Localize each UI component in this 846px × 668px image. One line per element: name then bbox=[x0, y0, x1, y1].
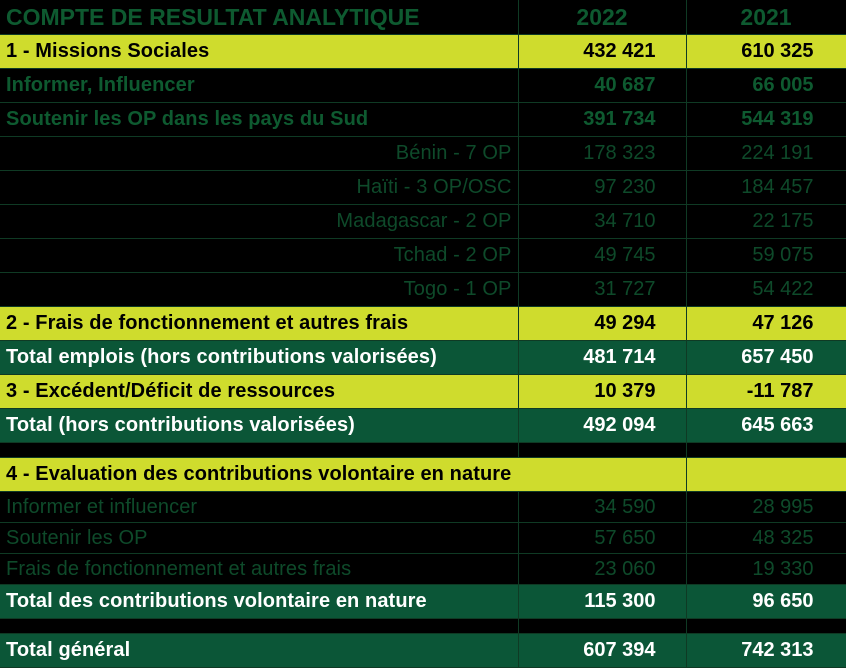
spacer-row bbox=[0, 618, 846, 634]
table-row-soutenir-op: Soutenir les OP 57 650 48 325 bbox=[0, 522, 846, 554]
value-2022: 49 294 bbox=[518, 306, 687, 341]
value-2021: 544 319 bbox=[686, 102, 846, 137]
table-row-excedent: 3 - Excédent/Déficit de ressources 10 37… bbox=[0, 374, 846, 409]
table-row-tchad: Tchad - 2 OP 49 745 59 075 bbox=[0, 238, 846, 273]
value-2022: 10 379 bbox=[518, 374, 687, 409]
value-2022: 115 300 bbox=[518, 584, 687, 619]
table-row-total-contributions: Total des contributions volontaire en na… bbox=[0, 584, 846, 619]
value-2021: 54 422 bbox=[686, 272, 846, 307]
table-row-frais: 2 - Frais de fonctionnement et autres fr… bbox=[0, 306, 846, 341]
value-2021: 59 075 bbox=[686, 238, 846, 273]
row-label: Total général bbox=[0, 633, 519, 668]
value-2022: 31 727 bbox=[518, 272, 687, 307]
header-row: COMPTE DE RESULTAT ANALYTIQUE 2022 2021 bbox=[0, 0, 846, 35]
spacer-row bbox=[0, 442, 846, 458]
value-2022: 34 710 bbox=[518, 204, 687, 239]
value-2022: 34 590 bbox=[518, 491, 687, 523]
value-2022: 481 714 bbox=[518, 340, 687, 375]
row-label: Informer, Influencer bbox=[0, 68, 519, 103]
value-2021: 657 450 bbox=[686, 340, 846, 375]
value-2021: 224 191 bbox=[686, 136, 846, 171]
table-row-haiti: Haïti - 3 OP/OSC 97 230 184 457 bbox=[0, 170, 846, 205]
value-2022: 49 745 bbox=[518, 238, 687, 273]
value-2022: 57 650 bbox=[518, 522, 687, 554]
table-row-frais-fonctionnement: Frais de fonctionnement et autres frais … bbox=[0, 553, 846, 585]
value-2021: 19 330 bbox=[686, 553, 846, 585]
table-row-informer: Informer, Influencer 40 687 66 005 bbox=[0, 68, 846, 103]
value-2022: 23 060 bbox=[518, 553, 687, 585]
table-row-benin: Bénin - 7 OP 178 323 224 191 bbox=[0, 136, 846, 171]
value-2022: 178 323 bbox=[518, 136, 687, 171]
row-label: Total (hors contributions valorisées) bbox=[0, 408, 519, 443]
row-label: Tchad - 2 OP bbox=[0, 238, 519, 273]
value-2021: 28 995 bbox=[686, 491, 846, 523]
value-2022: 607 394 bbox=[518, 633, 687, 668]
row-label: 2 - Frais de fonctionnement et autres fr… bbox=[0, 306, 519, 341]
year-2022-header: 2022 bbox=[518, 0, 687, 35]
table-row-soutenir: Soutenir les OP dans les pays du Sud 391… bbox=[0, 102, 846, 137]
table-row-missions-sociales: 1 - Missions Sociales 432 421 610 325 bbox=[0, 34, 846, 69]
row-label: Total des contributions volontaire en na… bbox=[0, 584, 519, 619]
value-2021: 645 663 bbox=[686, 408, 846, 443]
table-row-total: Total (hors contributions valorisées) 49… bbox=[0, 408, 846, 443]
table-row-madagascar: Madagascar - 2 OP 34 710 22 175 bbox=[0, 204, 846, 239]
value-2022: 432 421 bbox=[518, 34, 687, 69]
row-label: Soutenir les OP dans les pays du Sud bbox=[0, 102, 519, 137]
value-2021: 184 457 bbox=[686, 170, 846, 205]
value-2021: 66 005 bbox=[686, 68, 846, 103]
row-label: 4 - Evaluation des contributions volonta… bbox=[0, 457, 687, 492]
value-2022: 97 230 bbox=[518, 170, 687, 205]
value-2021: 96 650 bbox=[686, 584, 846, 619]
value-2021: 610 325 bbox=[686, 34, 846, 69]
row-label: Bénin - 7 OP bbox=[0, 136, 519, 171]
row-label: Haïti - 3 OP/OSC bbox=[0, 170, 519, 205]
value-2022: 40 687 bbox=[518, 68, 687, 103]
row-label: Madagascar - 2 OP bbox=[0, 204, 519, 239]
table-row-total-general: Total général 607 394 742 313 bbox=[0, 633, 846, 668]
row-label: 3 - Excédent/Déficit de ressources bbox=[0, 374, 519, 409]
row-label: Frais de fonctionnement et autres frais bbox=[0, 553, 519, 585]
value-2021: 22 175 bbox=[686, 204, 846, 239]
table-row-total-emplois: Total emplois (hors contributions valori… bbox=[0, 340, 846, 375]
row-label: Soutenir les OP bbox=[0, 522, 519, 554]
value-2021: 48 325 bbox=[686, 522, 846, 554]
value-2021 bbox=[686, 457, 846, 492]
row-label: Togo - 1 OP bbox=[0, 272, 519, 307]
row-label: Informer et influencer bbox=[0, 491, 519, 523]
table-row-togo: Togo - 1 OP 31 727 54 422 bbox=[0, 272, 846, 307]
value-2021: 742 313 bbox=[686, 633, 846, 668]
value-2021: 47 126 bbox=[686, 306, 846, 341]
table-row-evaluation: 4 - Evaluation des contributions volonta… bbox=[0, 457, 846, 492]
table-title: COMPTE DE RESULTAT ANALYTIQUE bbox=[0, 0, 519, 35]
value-2022: 391 734 bbox=[518, 102, 687, 137]
table-row-informer-influencer: Informer et influencer 34 590 28 995 bbox=[0, 491, 846, 523]
row-label: Total emplois (hors contributions valori… bbox=[0, 340, 519, 375]
row-label: 1 - Missions Sociales bbox=[0, 34, 519, 69]
value-2022: 492 094 bbox=[518, 408, 687, 443]
value-2021: -11 787 bbox=[686, 374, 846, 409]
year-2021-header: 2021 bbox=[686, 0, 846, 35]
